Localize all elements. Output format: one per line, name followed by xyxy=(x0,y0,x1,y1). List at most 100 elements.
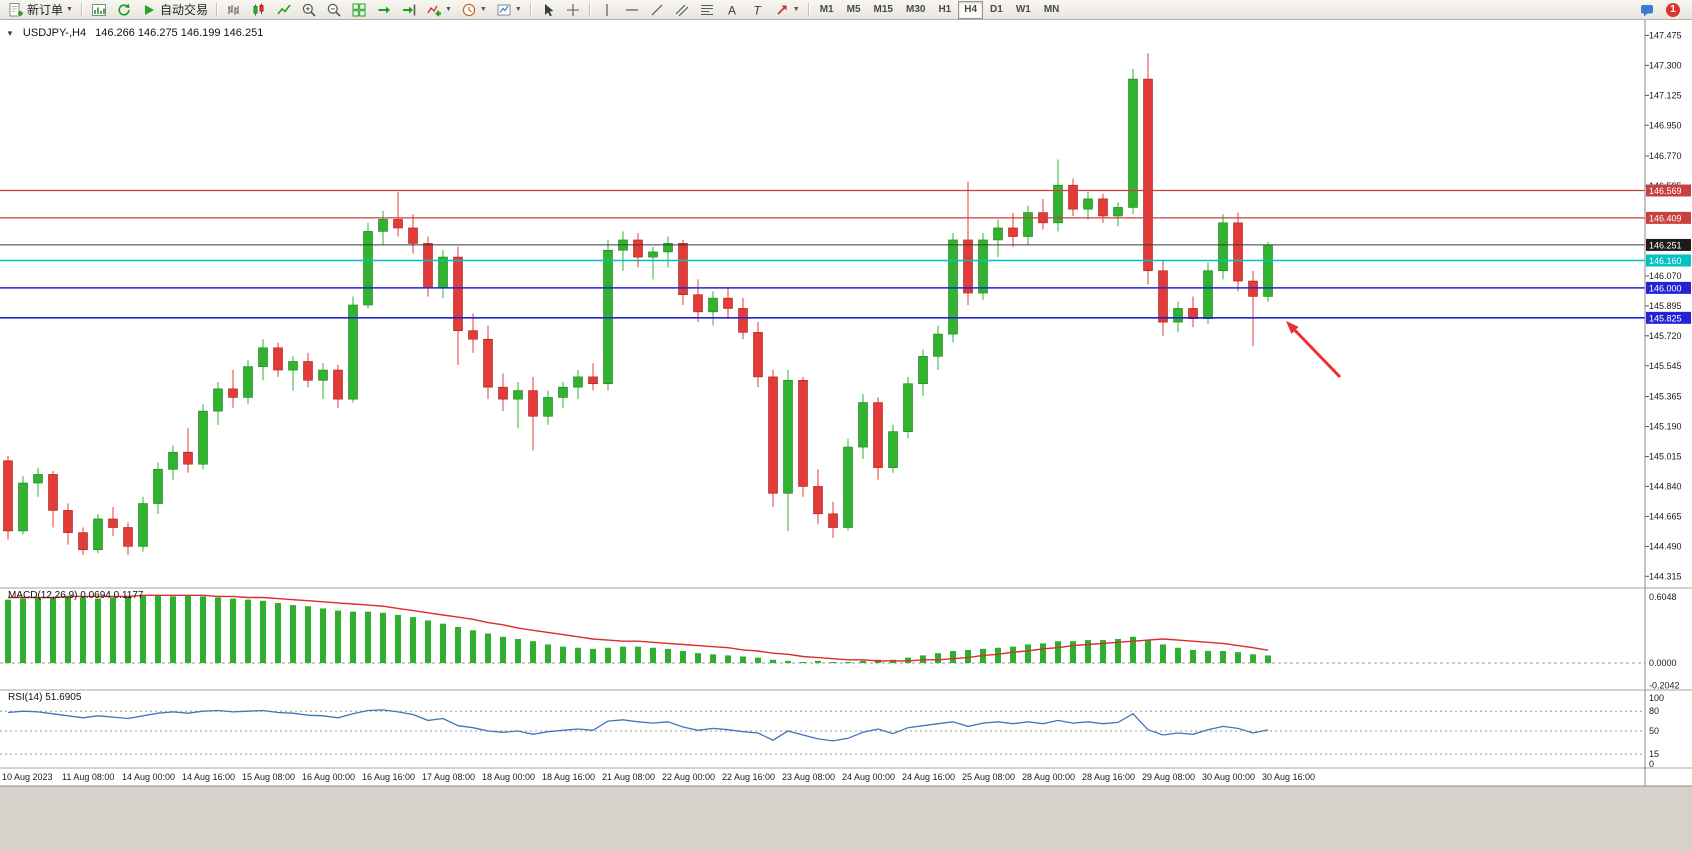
svg-text:15: 15 xyxy=(1649,749,1659,759)
fibonacci-icon xyxy=(699,2,715,18)
chart-ohlc-values: 146.266 146.275 146.199 146.251 xyxy=(95,27,264,39)
svg-text:145.015: 145.015 xyxy=(1649,451,1682,461)
template-button[interactable]: ▼ xyxy=(492,1,526,19)
chevron-down-icon: ▼ xyxy=(514,6,522,13)
arrow-drawing-icon xyxy=(774,2,790,18)
horizontal-line-tool-button[interactable] xyxy=(620,1,644,19)
auto-scroll-button[interactable] xyxy=(372,1,396,19)
timeframe-m5-button[interactable]: M5 xyxy=(841,1,867,19)
svg-text:15 Aug 08:00: 15 Aug 08:00 xyxy=(242,772,295,782)
toolbar-separator xyxy=(588,2,591,17)
chart-canvas[interactable]: 147.475 147.300 147.125 146.950 146.770 146.5… xyxy=(0,20,1692,851)
refresh-icon xyxy=(116,2,132,18)
zoom-out-button[interactable] xyxy=(322,1,346,19)
crosshair-tool-button[interactable] xyxy=(561,1,585,19)
indicators-icon xyxy=(426,2,442,18)
crosshair-icon xyxy=(565,2,581,18)
svg-text:10 Aug 2023: 10 Aug 2023 xyxy=(2,772,53,782)
svg-text:11 Aug 08:00: 11 Aug 08:00 xyxy=(62,772,114,782)
line-chart-icon xyxy=(276,2,292,18)
svg-text:146.569: 146.569 xyxy=(1649,186,1682,196)
svg-text:18 Aug 00:00: 18 Aug 00:00 xyxy=(482,772,535,782)
svg-text:0.0000: 0.0000 xyxy=(1649,658,1677,668)
svg-text:145.545: 145.545 xyxy=(1649,361,1682,371)
svg-text:16 Aug 16:00: 16 Aug 16:00 xyxy=(362,772,415,782)
indicators-button[interactable]: ▼ xyxy=(422,1,456,19)
cursor-tool-button[interactable] xyxy=(536,1,560,19)
timeframe-h1-button[interactable]: H1 xyxy=(932,1,957,19)
auto-scroll-icon xyxy=(376,2,392,18)
trendline-tool-button[interactable] xyxy=(645,1,669,19)
svg-text:144.315: 144.315 xyxy=(1649,571,1682,581)
zoom-in-icon xyxy=(301,2,317,18)
svg-text:147.125: 147.125 xyxy=(1649,90,1682,100)
timeframe-m30-button[interactable]: M30 xyxy=(900,1,931,19)
tile-windows-button[interactable] xyxy=(347,1,371,19)
svg-text:145.190: 145.190 xyxy=(1649,422,1682,432)
svg-text:147.475: 147.475 xyxy=(1649,30,1682,40)
chevron-down-icon: ▼ xyxy=(66,6,73,13)
timeframe-w1-button[interactable]: W1 xyxy=(1010,1,1037,19)
periods-button[interactable]: ▼ xyxy=(457,1,491,19)
trendline-icon xyxy=(649,2,665,18)
autotrade-play-icon xyxy=(141,2,157,18)
svg-text:147.300: 147.300 xyxy=(1649,60,1682,70)
candlestick-icon xyxy=(251,2,267,18)
autotrade-button[interactable]: 自动交易 xyxy=(137,1,212,19)
channel-tool-button[interactable] xyxy=(670,1,694,19)
chevron-down-icon: ▼ xyxy=(479,6,487,13)
arrows-tool-button[interactable]: ▼ xyxy=(770,1,804,19)
timeframe-mn-button[interactable]: MN xyxy=(1038,1,1066,19)
chart-shift-button[interactable] xyxy=(397,1,421,19)
timeframe-m15-button[interactable]: M15 xyxy=(868,1,899,19)
clock-icon xyxy=(461,2,477,18)
svg-text:145.720: 145.720 xyxy=(1649,331,1682,341)
autotrade-label: 自动交易 xyxy=(159,3,208,17)
zoom-in-button[interactable] xyxy=(297,1,321,19)
chart-symbol-label: USDJPY-,H4 xyxy=(22,27,87,39)
bar-chart-mode-button[interactable] xyxy=(222,1,246,19)
new-chart-icon xyxy=(91,2,107,18)
template-icon xyxy=(496,2,512,18)
arrow-annotation-head xyxy=(1286,321,1299,334)
chat-icon xyxy=(1639,2,1655,18)
text-icon: A xyxy=(724,2,740,18)
chevron-down-icon: ▼ xyxy=(792,6,800,13)
fibonacci-tool-button[interactable] xyxy=(695,1,719,19)
line-chart-mode-button[interactable] xyxy=(272,1,296,19)
new-chart-button[interactable] xyxy=(87,1,111,19)
notification-badge[interactable]: 1 xyxy=(1666,2,1680,17)
svg-text:146.070: 146.070 xyxy=(1649,271,1682,281)
svg-text:0.6048: 0.6048 xyxy=(1649,592,1677,602)
zoom-out-icon xyxy=(326,2,342,18)
svg-text:30 Aug 00:00: 30 Aug 00:00 xyxy=(1202,772,1255,782)
toolbar-separator xyxy=(80,2,83,17)
svg-text:28 Aug 16:00: 28 Aug 16:00 xyxy=(1082,772,1135,782)
svg-text:80: 80 xyxy=(1649,706,1659,716)
svg-text:14 Aug 00:00: 14 Aug 00:00 xyxy=(122,772,175,782)
profiles-button[interactable] xyxy=(112,1,136,19)
svg-text:16 Aug 00:00: 16 Aug 00:00 xyxy=(302,772,355,782)
svg-text:144.665: 144.665 xyxy=(1649,511,1682,521)
horizontal-line-icon xyxy=(624,2,640,18)
candlestick-mode-button[interactable] xyxy=(247,1,271,19)
svg-text:144.840: 144.840 xyxy=(1649,481,1682,491)
text-label-tool-button[interactable]: T xyxy=(745,1,769,19)
one-click-trading-toggle[interactable]: ▼ xyxy=(6,28,14,38)
svg-text:24 Aug 16:00: 24 Aug 16:00 xyxy=(902,772,955,782)
timeframe-d1-button[interactable]: D1 xyxy=(984,1,1009,19)
svg-text:30 Aug 16:00: 30 Aug 16:00 xyxy=(1262,772,1315,782)
timeframe-h4-button[interactable]: H4 xyxy=(958,0,984,19)
timeframe-m1-button[interactable]: M1 xyxy=(814,1,840,19)
svg-text:22 Aug 16:00: 22 Aug 16:00 xyxy=(722,772,775,782)
vertical-line-tool-button[interactable] xyxy=(595,1,619,19)
chart-shift-icon xyxy=(401,2,417,18)
new-order-button[interactable]: 新订单 ▼ xyxy=(4,1,77,19)
svg-text:146.160: 146.160 xyxy=(1649,256,1682,266)
text-tool-button[interactable]: A xyxy=(720,1,744,19)
svg-text:0: 0 xyxy=(1649,759,1654,769)
svg-text:29 Aug 08:00: 29 Aug 08:00 xyxy=(1142,772,1195,782)
chart-header: ▼ USDJPY-,H4 146.266 146.275 146.199 146… xyxy=(6,27,263,39)
svg-text:50: 50 xyxy=(1649,726,1659,736)
chat-button[interactable] xyxy=(1635,1,1659,19)
